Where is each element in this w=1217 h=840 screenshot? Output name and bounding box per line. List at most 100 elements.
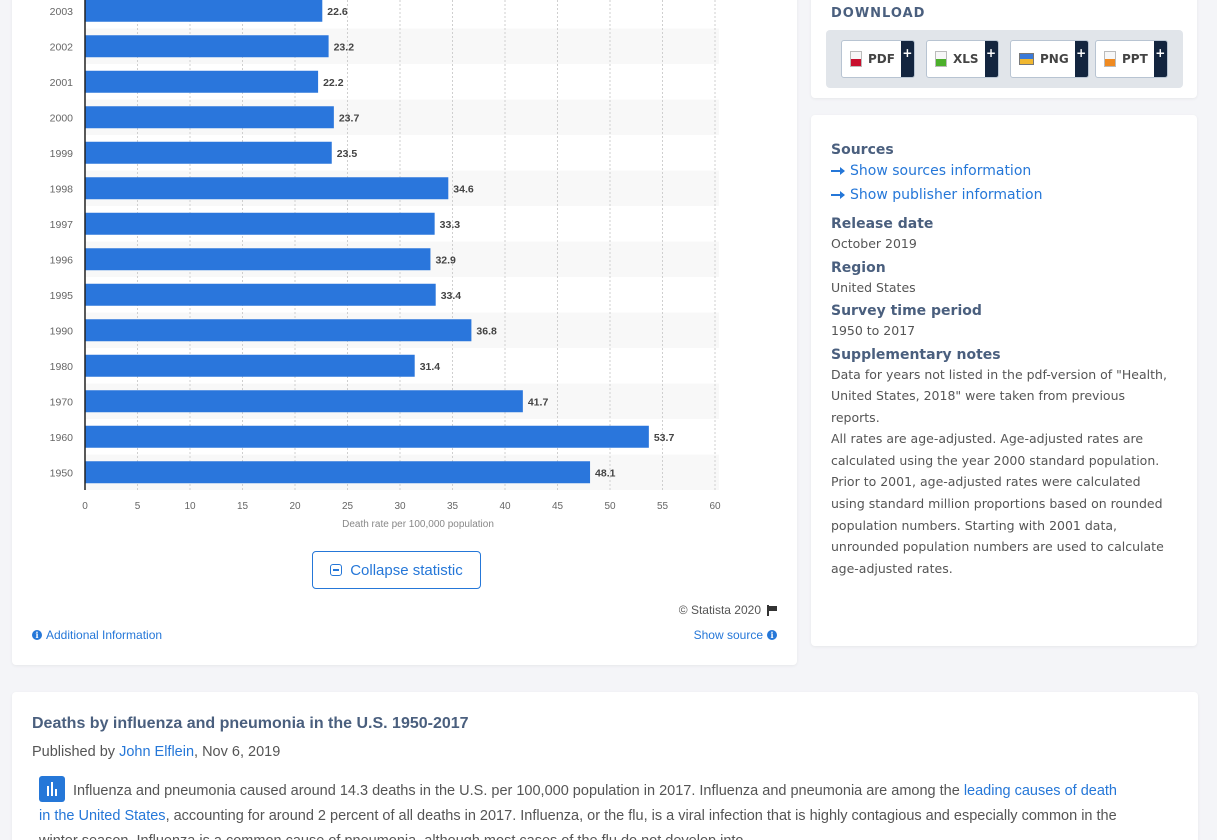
- x-axis-label: Death rate per 100,000 population: [342, 519, 494, 530]
- y-tick-label: 2003: [50, 6, 74, 18]
- png-image-icon: [1019, 53, 1034, 65]
- description-text: Influenza and pneumonia caused around 14…: [39, 776, 1129, 840]
- copyright: © Statista 2020: [679, 603, 777, 617]
- bar: [85, 461, 591, 484]
- data-label: 34.6: [453, 183, 474, 195]
- data-label: 31.4: [420, 361, 441, 373]
- x-tick-label: 5: [135, 501, 141, 512]
- collapse-icon: [330, 564, 343, 576]
- bar: [85, 177, 449, 200]
- x-tick-label: 10: [184, 501, 196, 512]
- download-xls-button[interactable]: XLS +: [926, 40, 999, 78]
- y-tick-label: 2002: [50, 41, 74, 53]
- info-icon: i: [767, 630, 777, 640]
- download-png-button[interactable]: PNG +: [1010, 40, 1089, 78]
- data-label: 32.9: [435, 254, 456, 266]
- bar: [85, 425, 649, 448]
- y-tick-label: 1998: [50, 183, 74, 195]
- x-tick-label: 60: [709, 501, 721, 512]
- bar-chart: 0 5 10 15 20 25 30 35 40 45 50 55 60 2003 22.6 2002 23.2…: [50, 0, 721, 530]
- statistic-title: Deaths by influenza and pneumonia in the…: [32, 715, 469, 732]
- download-ppt-button[interactable]: PPT +: [1095, 40, 1168, 78]
- data-label: 48.1: [595, 467, 616, 479]
- bar: [85, 70, 319, 93]
- y-tick-label: 1995: [50, 290, 74, 302]
- bar: [85, 319, 472, 342]
- x-tick-label: 0: [82, 501, 88, 512]
- leading-causes-link[interactable]: leading causes of death in the United St…: [39, 783, 1117, 824]
- published-by: Published by John Elflein, Nov 6, 2019: [32, 744, 281, 760]
- data-label: 53.7: [654, 432, 675, 444]
- author-link[interactable]: John Elflein: [119, 744, 195, 760]
- bar: [85, 35, 329, 58]
- download-card: DOWNLOAD PDF + XLS + PNG + PPT +: [811, 0, 1197, 98]
- statistic-icon: [39, 776, 65, 802]
- data-label: 22.2: [323, 77, 344, 89]
- y-tick-label: 1997: [50, 219, 74, 231]
- description-card: Deaths by influenza and pneumonia in the…: [12, 692, 1198, 840]
- show-sources-link[interactable]: Show sources information: [831, 159, 1176, 183]
- data-label: 36.8: [476, 325, 497, 337]
- arrow-right-icon: [831, 191, 845, 199]
- pdf-file-icon: [850, 51, 862, 67]
- download-toolbar: PDF + XLS + PNG + PPT +: [826, 30, 1183, 88]
- y-tick-label: 1999: [50, 148, 74, 160]
- x-tick-label: 35: [447, 501, 459, 512]
- release-date-heading: Release date: [831, 216, 934, 232]
- bar: [85, 390, 523, 413]
- region-value: United States: [831, 279, 916, 295]
- release-date-value: October 2019: [831, 236, 917, 251]
- plus-icon[interactable]: +: [1153, 41, 1167, 77]
- x-tick-label: 45: [552, 501, 564, 512]
- ppt-file-icon: [1104, 51, 1116, 67]
- bar: [85, 212, 435, 235]
- bar: [85, 248, 431, 271]
- arrow-right-icon: [831, 167, 845, 175]
- chart-card: 0 5 10 15 20 25 30 35 40 45 50 55 60 2003 22.6 2002 23.2…: [12, 0, 797, 665]
- flag-icon[interactable]: [767, 605, 777, 616]
- supplementary-notes-heading: Supplementary notes: [831, 346, 1001, 363]
- x-tick-label: 15: [237, 501, 249, 512]
- plus-icon[interactable]: +: [900, 41, 914, 77]
- y-tick-label: 1996: [50, 254, 74, 266]
- y-tick-label: 1970: [50, 396, 74, 408]
- supplementary-notes-p2: All rates are age-adjusted. Age-adjusted…: [831, 431, 1164, 576]
- show-source-link[interactable]: Show source i: [694, 628, 777, 642]
- x-tick-label: 30: [394, 501, 406, 512]
- download-pdf-button[interactable]: PDF +: [841, 40, 915, 78]
- xls-file-icon: [935, 51, 947, 67]
- plus-icon[interactable]: +: [1074, 41, 1088, 77]
- y-tick-label: 1980: [50, 361, 74, 373]
- additional-information-link[interactable]: i Additional Information: [32, 628, 162, 642]
- data-label: 23.2: [334, 41, 355, 53]
- data-label: 33.3: [440, 219, 461, 231]
- bar: [85, 283, 436, 306]
- y-tick-label: 1960: [50, 432, 74, 444]
- x-tick-label: 40: [499, 501, 511, 512]
- x-tick-label: 50: [604, 501, 616, 512]
- data-label: 23.7: [339, 112, 360, 124]
- collapse-statistic-button[interactable]: Collapse statistic: [312, 551, 481, 589]
- data-label: 33.4: [441, 290, 462, 302]
- x-tick-label: 20: [289, 501, 301, 512]
- bar: [85, 141, 332, 164]
- data-label: 23.5: [337, 148, 358, 160]
- survey-period-value: 1950 to 2017: [831, 323, 916, 338]
- info-card: Sources Show sources information Show pu…: [811, 115, 1197, 646]
- y-tick-label: 1950: [50, 467, 74, 479]
- sources-heading: Sources: [831, 142, 894, 158]
- plus-icon[interactable]: +: [984, 41, 998, 77]
- info-icon: i: [32, 630, 42, 640]
- region-heading: Region: [831, 259, 886, 276]
- y-tick-label: 2000: [50, 112, 74, 124]
- bar: [85, 106, 334, 129]
- y-tick-label: 2001: [50, 77, 74, 89]
- x-tick-label: 25: [342, 501, 354, 512]
- show-publisher-link[interactable]: Show publisher information: [831, 183, 1176, 207]
- data-label: 41.7: [528, 396, 549, 408]
- y-tick-label: 1990: [50, 325, 74, 337]
- bar: [85, 354, 415, 377]
- supplementary-notes-p1: Data for years not listed in the pdf-ver…: [831, 366, 1167, 425]
- survey-period-heading: Survey time period: [831, 303, 982, 319]
- download-title: DOWNLOAD: [831, 6, 926, 21]
